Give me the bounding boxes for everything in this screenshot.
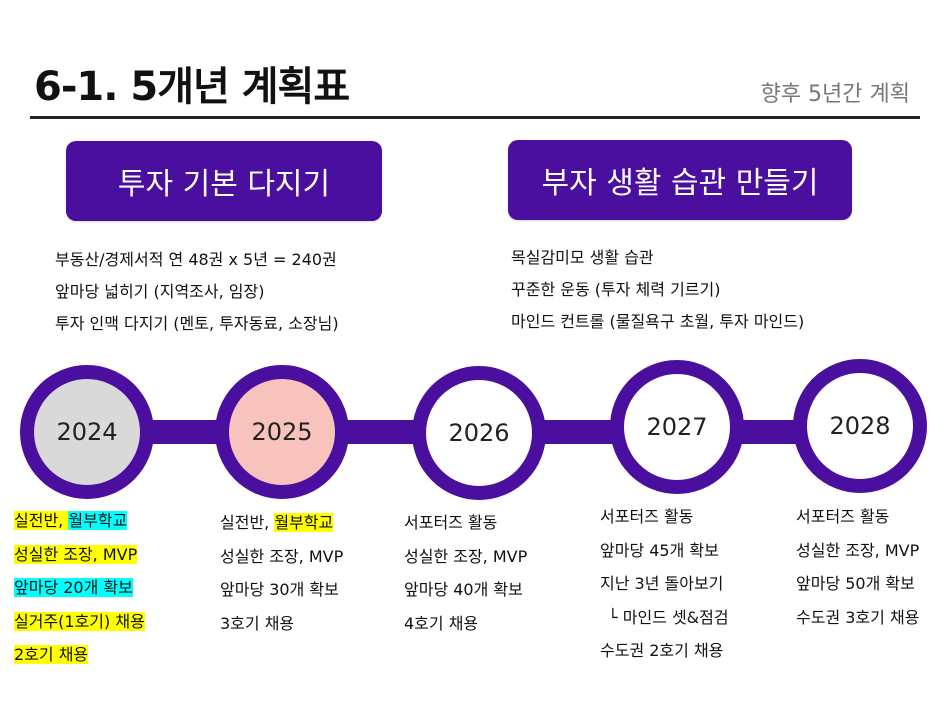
- plan-list-2027: 서포터즈 활동 앞마당 45개 확보 지난 3년 돌아보기 └ 마인드 셋&점검…: [600, 500, 729, 668]
- year-circle-2025: 2025: [215, 365, 349, 499]
- plan-item: 성실한 조장, MVP: [14, 538, 145, 572]
- plan-item: 2호기 채용: [14, 638, 145, 672]
- plan-list-2028: 서포터즈 활동 성실한 조장, MVP 앞마당 50개 확보 수도권 3호기 채…: [796, 500, 919, 634]
- year-label: 2026: [448, 419, 510, 447]
- highlight-yellow: ,: [58, 511, 69, 530]
- plan-list-2024: 실전반, 월부학교 성실한 조장, MVP 앞마당 20개 확보 실거주(1호기…: [14, 504, 145, 672]
- plan-item: 앞마당 20개 확보: [14, 571, 145, 605]
- plan-item: 실거주(1호기) 채용: [14, 605, 145, 639]
- highlight-yellow: 월부학교: [274, 513, 334, 532]
- plan-item: 지난 3년 돌아보기: [600, 574, 724, 593]
- plan-item: 3호기 채용: [220, 613, 295, 633]
- plan-item: 서포터즈 활동: [600, 507, 694, 526]
- year-label: 2024: [56, 418, 118, 446]
- highlight-yellow: 2호기 채용: [14, 645, 89, 664]
- goal-list-rich-habits: 목실감미모 생활 습관 꾸준한 운동 (투자 체력 기르기) 마인드 컨트롤 (…: [511, 242, 804, 338]
- title-divider: [30, 116, 920, 119]
- goal-item: 마인드 컨트롤 (물질욕구 초월, 투자 마인드): [511, 312, 805, 331]
- plan-item: └ 마인드 셋&점검: [608, 607, 729, 627]
- plan-item: 성실한 조장, MVP: [404, 546, 528, 566]
- highlight-cyan: 앞마당 20개 확보: [14, 578, 133, 597]
- plan-item: 실전반, 월부학교: [14, 504, 145, 538]
- plan-item: 4호기 채용: [404, 613, 479, 633]
- year-label: 2027: [646, 413, 708, 441]
- goal-item: 부동산/경제서적 연 48권 x 5년 = 240권: [55, 250, 337, 269]
- page-title: 6-1. 5개년 계획표: [34, 64, 350, 110]
- highlight-cyan: 월부학교: [68, 511, 128, 530]
- plan-list-2025: 실전반, 월부학교 성실한 조장, MVP 앞마당 30개 확보 3호기 채용: [220, 506, 343, 640]
- highlight-yellow: 성실한 조장, MVP: [14, 544, 138, 564]
- year-circle-2027: 2027: [610, 360, 744, 494]
- highlight-yellow: 실전반: [14, 511, 59, 530]
- plan-item: 서포터즈 활동: [404, 513, 498, 532]
- plan-list-2026: 서포터즈 활동 성실한 조장, MVP 앞마당 40개 확보 4호기 채용: [404, 506, 527, 640]
- plan-item: 서포터즈 활동: [796, 507, 890, 526]
- goal-list-investing-basics: 부동산/경제서적 연 48권 x 5년 = 240권 앞마당 넓히기 (지역조사…: [55, 244, 339, 340]
- year-label: 2028: [829, 412, 891, 440]
- goal-item: 투자 인맥 다지기 (멘토, 투자동료, 소장님): [55, 314, 339, 333]
- year-label: 2025: [251, 418, 313, 446]
- plan-item: 앞마당 40개 확보: [404, 580, 523, 599]
- plan-item: 성실한 조장, MVP: [796, 540, 920, 560]
- plan-text: 실전반,: [220, 513, 275, 532]
- goal-item: 목실감미모 생활 습관: [511, 248, 654, 267]
- page-subtitle: 향후 5년간 계획: [760, 82, 910, 107]
- year-circle-2026: 2026: [412, 366, 546, 500]
- plan-item: 성실한 조장, MVP: [220, 546, 344, 566]
- goal-heading-rich-habits: 부자 생활 습관 만들기: [508, 140, 852, 220]
- plan-item: 수도권 3호기 채용: [796, 607, 920, 627]
- year-circle-2028: 2028: [793, 359, 927, 493]
- year-circle-2024: 2024: [20, 365, 154, 499]
- plan-item: 실전반, 월부학교: [220, 506, 343, 540]
- goal-heading-investing-basics: 투자 기본 다지기: [66, 141, 382, 221]
- goal-item: 꾸준한 운동 (투자 체력 기르기): [511, 280, 721, 299]
- plan-item: 앞마당 45개 확보: [600, 540, 719, 560]
- goal-item: 앞마당 넓히기 (지역조사, 임장): [55, 282, 265, 301]
- plan-item: 수도권 2호기 채용: [600, 641, 724, 660]
- plan-item: 앞마당 50개 확보: [796, 574, 915, 593]
- highlight-yellow: 실거주(1호기) 채용: [14, 611, 145, 631]
- plan-item: 앞마당 30개 확보: [220, 580, 339, 599]
